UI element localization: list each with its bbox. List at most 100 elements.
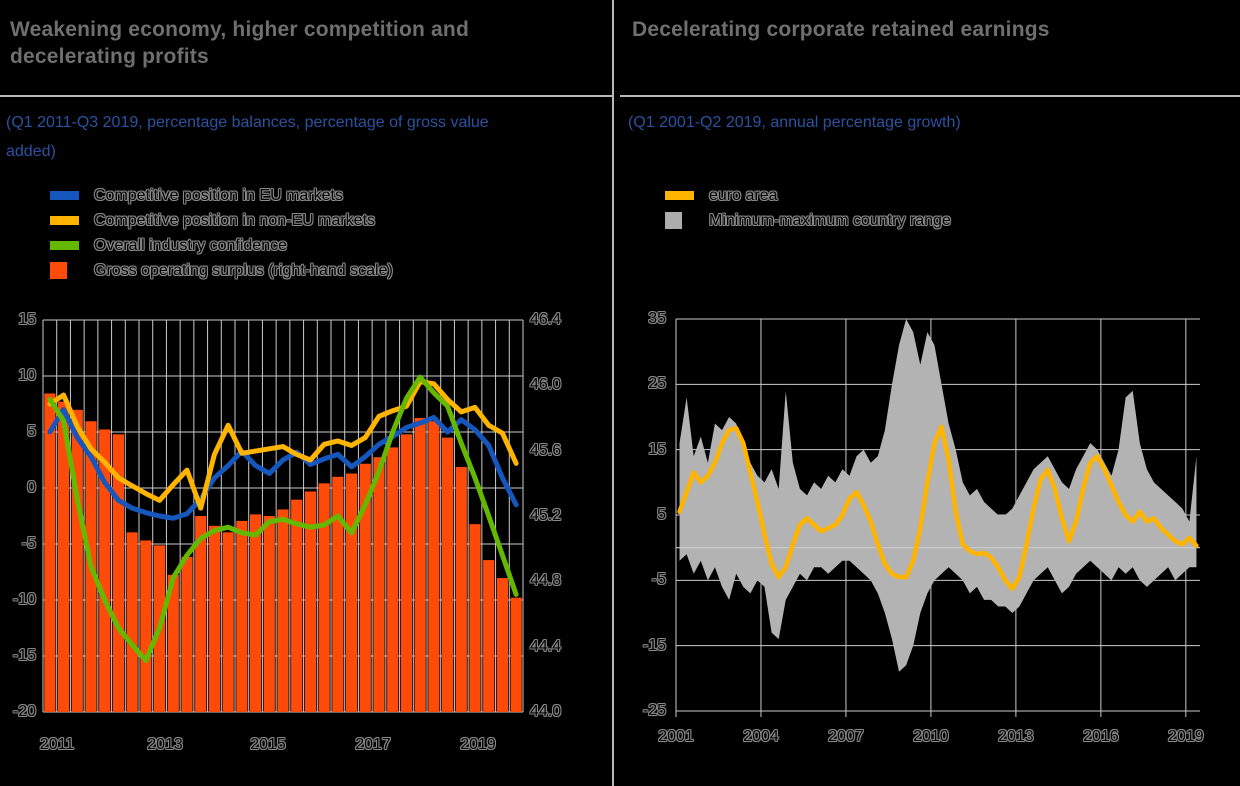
bar-gross-operating-surplus xyxy=(140,540,152,712)
y-axis-label: 44.8 xyxy=(530,572,562,590)
left-panel-title: Weakening economy, higher competition an… xyxy=(10,18,469,68)
line-series xyxy=(47,407,519,521)
y-axis-label: 15 xyxy=(18,311,36,328)
legend-line-swatch xyxy=(50,216,79,225)
x-axis-label: 2007 xyxy=(828,728,864,745)
bar-gross-operating-surplus xyxy=(222,532,234,712)
bar-gross-operating-surplus xyxy=(346,473,358,712)
bar-gross-operating-surplus xyxy=(112,434,124,712)
x-axis-label: 2019 xyxy=(1168,728,1204,745)
x-axis-label: 2017 xyxy=(355,736,391,753)
legend-item: Competitive position in EU markets xyxy=(50,183,393,208)
legend-item: Competitive position in non-EU markets xyxy=(50,208,393,233)
bar-gross-operating-surplus xyxy=(167,574,179,712)
bar-gross-operating-surplus xyxy=(126,532,138,712)
bar-gross-operating-surplus xyxy=(387,447,399,712)
left-panel-subtitle: (Q1 2011-Q3 2019, percentage balances, p… xyxy=(6,114,489,160)
bar-gross-operating-surplus xyxy=(332,476,344,712)
x-axis-label: 2004 xyxy=(743,728,779,745)
bar-gross-operating-surplus xyxy=(181,556,193,712)
bar-gross-operating-surplus xyxy=(510,597,522,712)
y-axis-label: -20 xyxy=(12,703,36,720)
bar-gross-operating-surplus xyxy=(263,516,275,712)
right-title-separator xyxy=(620,95,1240,97)
bar-gross-operating-surplus xyxy=(442,437,454,712)
y-axis-label: -5 xyxy=(651,571,666,589)
y-axis-label: 35 xyxy=(648,310,666,327)
right-chart-plot-area xyxy=(675,318,1200,717)
bar-gross-operating-surplus xyxy=(195,516,207,712)
right-panel-title: Decelerating corporate retained earnings xyxy=(632,18,1050,41)
bar-gross-operating-surplus xyxy=(291,499,303,712)
bar-gross-operating-surplus xyxy=(236,520,248,712)
legend-label: Competitive position in non-EU markets xyxy=(94,211,376,229)
left-legend: Competitive position in EU markets Compet… xyxy=(50,183,393,283)
legend-swatch-holder xyxy=(665,212,695,229)
bar-gross-operating-surplus xyxy=(58,401,70,712)
panel-divider xyxy=(612,0,614,786)
legend-swatch-holder xyxy=(50,241,80,250)
bar-gross-operating-surplus xyxy=(428,421,440,712)
y-axis-label: -5 xyxy=(21,535,36,552)
legend-line-swatch xyxy=(50,241,79,250)
bar-gross-operating-surplus xyxy=(277,509,289,712)
bar-gross-operating-surplus xyxy=(99,429,111,712)
x-axis-label: 2001 xyxy=(658,728,694,745)
bar-gross-operating-surplus xyxy=(318,483,330,712)
y-axis-label: 46.0 xyxy=(530,376,562,394)
y-axis-label: 45.6 xyxy=(530,441,562,459)
legend-line-swatch xyxy=(50,191,79,200)
y-axis-label: 46.4 xyxy=(530,311,562,328)
y-axis-label: 25 xyxy=(648,375,666,393)
bar-gross-operating-surplus xyxy=(208,525,220,712)
y-axis-label: 45.2 xyxy=(530,507,562,524)
y-axis-label: 0 xyxy=(27,479,36,496)
legend-line-swatch xyxy=(665,191,694,200)
x-axis-label: 2015 xyxy=(250,736,286,753)
bar-gross-operating-surplus xyxy=(250,514,262,712)
legend-square-swatch xyxy=(665,212,682,229)
legend-label: Overall industry confidence xyxy=(94,236,287,254)
y-axis-label: -10 xyxy=(12,591,36,608)
x-axis-label: 2016 xyxy=(1083,728,1119,745)
legend-swatch-holder xyxy=(50,262,80,279)
min-max-country-range-band xyxy=(679,319,1197,672)
y-axis-label: -15 xyxy=(642,636,666,654)
legend-label: Competitive position in EU markets xyxy=(94,186,343,204)
line-series xyxy=(47,379,519,511)
y-axis-label: 44.0 xyxy=(530,703,562,720)
y-axis-label: 10 xyxy=(18,367,36,384)
right-panel-subtitle: (Q1 2001-Q2 2019, annual percentage grow… xyxy=(628,114,961,131)
bar-gross-operating-surplus xyxy=(496,578,508,712)
bar-gross-operating-surplus xyxy=(455,467,467,712)
bar-gross-operating-surplus xyxy=(469,524,481,712)
left-title-separator xyxy=(0,95,613,97)
bar-gross-operating-surplus xyxy=(359,463,371,712)
x-axis-label: 2010 xyxy=(913,728,949,745)
y-axis-label: 5 xyxy=(657,506,666,523)
bar-gross-operating-surplus xyxy=(44,393,56,712)
legend-item: Gross operating surplus (right-hand scal… xyxy=(50,258,393,283)
y-axis-label: 5 xyxy=(27,423,36,440)
bar-gross-operating-surplus xyxy=(414,418,426,712)
legend-square-swatch xyxy=(50,262,67,279)
line-euro-area xyxy=(677,424,1199,592)
legend-swatch-holder xyxy=(50,216,80,225)
legend-item: Overall industry confidence xyxy=(50,233,393,258)
x-axis-label: 2019 xyxy=(460,736,496,753)
x-axis-label: 2013 xyxy=(147,736,183,753)
bar-gross-operating-surplus xyxy=(483,560,495,712)
legend-item: Minimum-maximum country range xyxy=(665,208,951,233)
legend-swatch-holder xyxy=(50,191,80,200)
left-chart-plot-area xyxy=(42,319,524,713)
legend-label: Minimum-maximum country range xyxy=(709,211,951,229)
x-axis-label: 2013 xyxy=(998,728,1034,745)
bar-gross-operating-surplus xyxy=(71,409,83,712)
legend-swatch-holder xyxy=(665,191,695,200)
legend-label: euro area xyxy=(709,186,778,204)
bar-gross-operating-surplus xyxy=(304,491,316,712)
y-axis-label: 15 xyxy=(648,440,666,458)
y-axis-label: -15 xyxy=(12,647,36,664)
bar-gross-operating-surplus xyxy=(400,434,412,712)
